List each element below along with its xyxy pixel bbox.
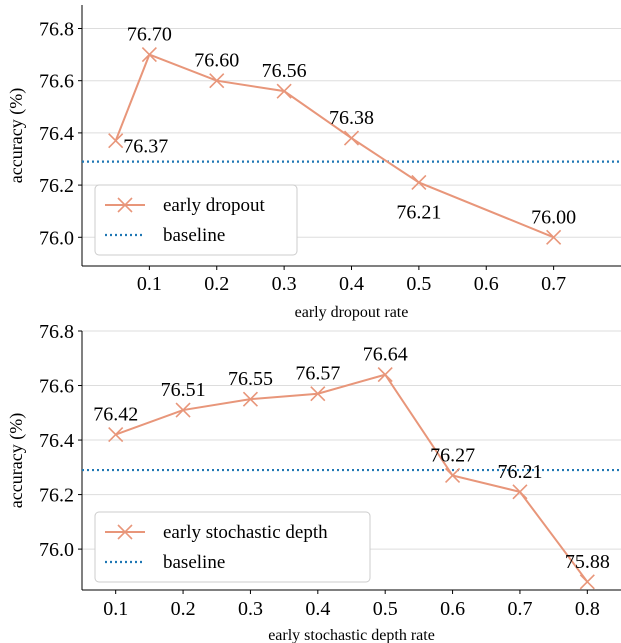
y-tick-label: 76.6 — [39, 376, 74, 398]
x-tick-label: 0.2 — [204, 273, 229, 295]
y-tick-label: 76.4 — [39, 123, 74, 145]
x-tick-label: 0.2 — [171, 598, 196, 620]
data-label: 76.60 — [194, 50, 239, 72]
y-tick-label: 76.0 — [39, 227, 74, 249]
data-label: 76.56 — [262, 60, 307, 82]
x-tick-label: 0.7 — [541, 273, 566, 295]
data-point — [108, 427, 124, 443]
data-point — [546, 229, 562, 245]
legend-label: early dropout — [163, 195, 266, 216]
data-point — [310, 386, 326, 402]
x-tick-label: 0.1 — [137, 273, 162, 295]
x-tick-label: 0.3 — [272, 273, 297, 295]
data-point — [209, 73, 225, 89]
data-label: 76.55 — [228, 368, 273, 390]
data-point — [141, 47, 157, 63]
data-label: 75.88 — [565, 551, 610, 573]
x-tick-label: 0.5 — [373, 598, 398, 620]
data-label: 76.21 — [497, 461, 542, 483]
x-tick-label: 0.7 — [507, 598, 532, 620]
legend-label: baseline — [163, 225, 225, 246]
x-tick-label: 0.4 — [339, 273, 364, 295]
data-label: 76.70 — [127, 24, 172, 46]
data-point — [175, 402, 191, 418]
data-label: 76.37 — [123, 136, 168, 158]
y-tick-label: 76.8 — [39, 321, 74, 343]
chart-panel-1: 76.0 76.2 76.4 76.6 76.8 0.1 0.2 0.3 0.4 0.5 0.6 0.… — [6, 5, 621, 321]
data-label: 76.57 — [295, 363, 340, 385]
data-label: 76.64 — [363, 344, 408, 366]
y-axis-title: accuracy (%) — [6, 88, 27, 183]
data-label: 76.27 — [430, 444, 475, 466]
data-point — [343, 130, 360, 146]
y-tick-label: 76.8 — [39, 18, 74, 40]
x-axis-title: early stochastic depth rate — [268, 627, 435, 643]
legend-label: early stochastic depth — [163, 522, 328, 543]
data-point — [579, 574, 595, 590]
legend: early dropout baseline — [94, 184, 298, 256]
chart-panel-2: 76.0 76.2 76.4 76.6 76.8 0.1 0.2 0.3 0.4 0.5 0.6 0.… — [6, 321, 621, 643]
data-label: 76.42 — [93, 404, 138, 426]
data-point — [377, 367, 393, 383]
y-tick-label: 76.2 — [39, 485, 74, 507]
x-axis-title: early dropout rate — [295, 304, 409, 321]
legend-swatch-marker — [117, 197, 133, 213]
y-tick-label: 76.2 — [39, 175, 74, 197]
x-tick-label: 0.3 — [238, 598, 263, 620]
data-label: 76.51 — [161, 379, 206, 401]
legend: early stochastic depth baseline — [94, 511, 371, 583]
legend-label: baseline — [163, 552, 225, 573]
data-label: 76.00 — [531, 206, 576, 228]
data-point — [411, 174, 427, 191]
data-point — [512, 484, 528, 500]
x-tick-label: 0.6 — [474, 273, 499, 295]
data-point — [276, 83, 292, 99]
series-line — [115, 373, 589, 583]
y-tick-label: 76.6 — [39, 71, 74, 93]
y-tick-label: 76.4 — [39, 430, 74, 452]
x-tick-label: 0.8 — [575, 598, 600, 620]
data-point — [242, 391, 259, 407]
y-tick-label: 76.0 — [39, 539, 74, 561]
x-tick-label: 0.5 — [406, 273, 431, 295]
data-label: 76.21 — [396, 201, 441, 223]
x-tick-label: 0.6 — [440, 598, 465, 620]
x-tick-label: 0.4 — [305, 598, 330, 620]
legend-box — [94, 511, 371, 583]
data-point — [444, 467, 461, 484]
data-label: 76.38 — [329, 107, 374, 129]
legend-swatch-marker — [117, 524, 133, 540]
y-axis-title: accuracy (%) — [6, 413, 27, 508]
x-tick-label: 0.1 — [103, 598, 128, 620]
legend-box — [94, 184, 298, 256]
data-point — [108, 133, 124, 149]
